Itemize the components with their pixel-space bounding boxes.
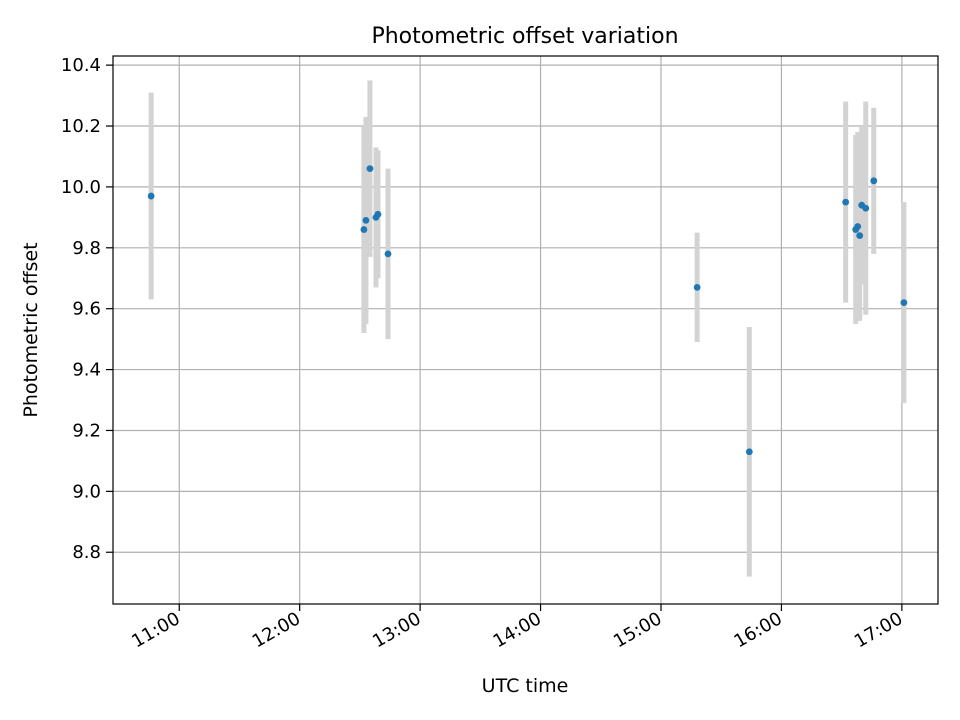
y-tick-label: 10.2 [61,116,101,137]
data-point [362,217,370,224]
data-points [147,165,908,456]
data-point [862,204,870,212]
data-point [360,226,368,233]
grid [113,56,938,604]
y-axis-label: Photometric offset [20,242,42,417]
data-point [842,198,850,206]
plot-frame [112,55,939,605]
y-tick-label: 9.4 [72,360,101,381]
data-point [147,192,155,200]
y-tick-label: 10.4 [61,55,101,76]
chart-title: Photometric offset variation [371,24,678,49]
y-tick-label: 8.8 [72,542,101,563]
y-tick-label: 10.0 [61,177,101,198]
y-tick-label: 9.0 [72,481,101,502]
data-point [374,210,382,218]
x-axis-label: UTC time [482,675,569,697]
data-point [366,165,374,173]
data-point [900,299,908,306]
data-point [854,223,862,230]
data-point [693,283,701,291]
data-point [384,250,392,258]
data-point [856,232,864,240]
y-tick-label: 9.8 [72,238,101,259]
y-tick-label: 9.2 [72,420,101,441]
data-point [745,448,753,456]
y-tick-label: 9.6 [72,299,101,320]
data-point [870,177,878,185]
